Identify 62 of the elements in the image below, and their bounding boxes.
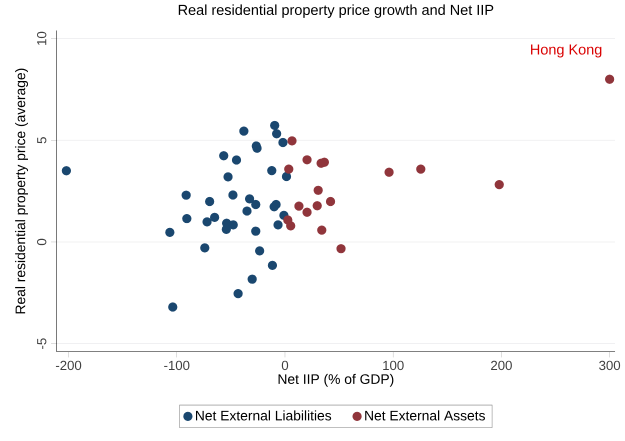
legend-label: Net External Assets <box>365 410 485 420</box>
point <box>228 220 238 230</box>
x-axis-title: Net IIP (% of GDP) <box>278 374 394 387</box>
annotation: Hong Kong <box>531 44 602 58</box>
point <box>494 180 504 190</box>
point <box>223 172 233 182</box>
point <box>284 164 294 174</box>
point <box>248 274 257 284</box>
y-tick-label: 0 <box>37 238 46 245</box>
point <box>234 288 243 298</box>
point <box>270 202 279 212</box>
point <box>182 214 192 224</box>
point <box>326 196 336 206</box>
y-tick-label: -5 <box>37 338 46 349</box>
point <box>270 120 280 130</box>
x-tick-label: 300 <box>599 360 620 370</box>
x-tick-label: -200 <box>56 360 82 370</box>
point <box>165 228 174 237</box>
point <box>168 302 178 312</box>
point <box>182 190 191 200</box>
point <box>336 244 346 254</box>
point <box>312 200 322 210</box>
point <box>272 128 282 138</box>
point <box>605 74 614 84</box>
point <box>314 186 323 195</box>
point <box>302 155 312 164</box>
point <box>232 155 242 164</box>
y-tick-label: 5 <box>37 136 46 144</box>
x-tick-label: 100 <box>383 360 404 370</box>
point <box>239 126 248 136</box>
chart-title: Real residential property price growth and Net IIP <box>178 4 494 18</box>
point <box>320 157 329 167</box>
point <box>317 225 326 235</box>
x-tick-label: 200 <box>491 360 512 370</box>
point <box>202 217 212 226</box>
point <box>294 201 304 211</box>
legend-label: Net External Liabilities <box>196 410 332 420</box>
y-axis-title: Real residential property price (average) <box>15 68 28 314</box>
point <box>302 207 312 217</box>
point <box>268 260 278 270</box>
point <box>251 200 260 209</box>
x-tick-label: 0 <box>282 360 288 370</box>
point <box>282 172 292 181</box>
point <box>273 220 283 230</box>
point <box>287 136 297 146</box>
x-tick-label: -100 <box>164 360 190 370</box>
point <box>228 190 238 200</box>
point <box>210 212 220 222</box>
point <box>416 164 426 174</box>
point <box>205 196 214 206</box>
point <box>200 243 210 252</box>
point <box>384 167 394 177</box>
point <box>278 138 288 147</box>
point <box>251 226 260 236</box>
point <box>267 166 276 176</box>
point <box>244 194 254 204</box>
point <box>286 221 296 230</box>
y-tick-label: 10 <box>37 32 46 45</box>
point <box>219 150 228 160</box>
point <box>242 206 252 216</box>
point <box>255 246 264 256</box>
point <box>62 166 71 176</box>
